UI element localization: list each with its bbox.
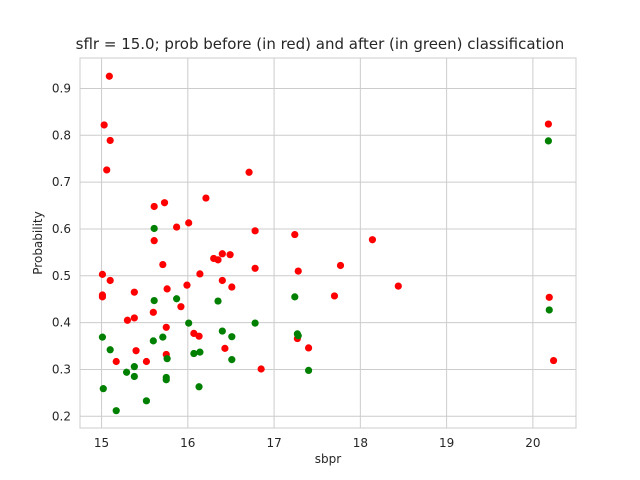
data-point-series-0 bbox=[159, 260, 167, 269]
x-tick-label: 19 bbox=[439, 436, 454, 450]
data-point-series-0 bbox=[196, 270, 204, 278]
data-point-series-1 bbox=[190, 349, 198, 358]
data-point-series-1 bbox=[159, 333, 167, 341]
data-point-series-1 bbox=[195, 383, 203, 391]
data-point-series-0 bbox=[214, 256, 222, 264]
data-point-series-1 bbox=[112, 407, 120, 415]
data-point-series-1 bbox=[228, 333, 236, 341]
data-point-series-0 bbox=[304, 344, 313, 352]
data-point-series-0 bbox=[251, 227, 259, 235]
data-point-series-1 bbox=[122, 368, 131, 376]
data-point-series-0 bbox=[150, 202, 158, 211]
data-point-series-1 bbox=[173, 295, 181, 303]
data-point-series-0 bbox=[368, 236, 377, 244]
data-point-series-1 bbox=[545, 306, 553, 314]
x-tick-labels: 15 16 17 18 19 20 bbox=[94, 436, 541, 450]
y-tick-label: 0.4 bbox=[52, 316, 71, 330]
data-point-series-0 bbox=[103, 166, 111, 174]
y-tick-labels: 0.2 0.3 0.4 0.5 0.6 0.7 0.8 0.9 bbox=[52, 81, 71, 423]
data-point-series-0 bbox=[130, 314, 138, 322]
data-point-series-0 bbox=[251, 264, 259, 272]
data-point-series-0 bbox=[150, 237, 158, 245]
data-point-series-0 bbox=[130, 288, 138, 296]
y-tick-label: 0.5 bbox=[52, 269, 71, 283]
data-point-series-1 bbox=[162, 376, 170, 384]
data-point-series-0 bbox=[105, 72, 113, 80]
data-point-series-0 bbox=[336, 261, 345, 270]
x-tick-label: 17 bbox=[266, 436, 281, 450]
data-point-series-0 bbox=[226, 251, 234, 259]
data-point-series-1 bbox=[150, 224, 158, 233]
data-point-series-1 bbox=[544, 137, 552, 145]
data-point-series-1 bbox=[130, 363, 138, 371]
data-point-series-0 bbox=[185, 219, 193, 227]
data-point-series-1 bbox=[218, 327, 226, 335]
data-point-series-0 bbox=[183, 281, 191, 289]
data-point-series-0 bbox=[330, 292, 339, 300]
data-point-series-0 bbox=[162, 323, 170, 331]
data-point-series-0 bbox=[98, 293, 107, 301]
chart-title: sflr = 15.0; prob before (in red) and af… bbox=[76, 35, 565, 53]
data-point-series-0 bbox=[112, 357, 120, 366]
data-point-series-0 bbox=[163, 285, 171, 293]
data-point-series-0 bbox=[394, 282, 402, 290]
y-tick-label: 0.6 bbox=[52, 222, 71, 236]
data-point-series-1 bbox=[251, 319, 259, 327]
data-point-series-1 bbox=[185, 319, 193, 327]
x-tick-label: 18 bbox=[353, 436, 368, 450]
data-point-series-1 bbox=[99, 385, 107, 393]
data-point-series-1 bbox=[294, 332, 302, 340]
y-tick-label: 0.7 bbox=[52, 175, 71, 189]
data-point-series-1 bbox=[142, 397, 151, 405]
data-point-series-0 bbox=[106, 136, 114, 145]
data-point-series-1 bbox=[163, 355, 171, 363]
data-point-series-1 bbox=[228, 356, 236, 364]
plot-frame bbox=[79, 57, 577, 429]
data-point-series-0 bbox=[245, 168, 253, 176]
data-point-series-0 bbox=[177, 303, 185, 311]
y-tick-label: 0.3 bbox=[52, 362, 71, 376]
x-axis-label: sbpr bbox=[315, 452, 341, 466]
data-point-series-0 bbox=[545, 293, 553, 301]
data-point-series-0 bbox=[202, 194, 210, 202]
data-point-series-0 bbox=[257, 365, 265, 373]
data-point-series-0 bbox=[142, 357, 151, 366]
data-points bbox=[98, 72, 558, 415]
data-point-series-0 bbox=[100, 121, 108, 129]
data-point-series-1 bbox=[106, 346, 114, 354]
data-point-series-1 bbox=[214, 297, 222, 305]
data-point-series-0 bbox=[291, 230, 299, 239]
data-point-series-1 bbox=[130, 372, 138, 381]
y-tick-label: 0.9 bbox=[52, 81, 71, 95]
data-point-series-0 bbox=[228, 283, 236, 291]
data-point-series-0 bbox=[106, 276, 114, 285]
data-point-series-0 bbox=[123, 316, 132, 324]
data-point-series-1 bbox=[149, 337, 157, 345]
data-point-series-1 bbox=[98, 333, 107, 341]
y-tick-label: 0.2 bbox=[52, 409, 71, 423]
data-point-series-1 bbox=[291, 293, 299, 301]
data-point-series-0 bbox=[149, 308, 157, 316]
grid bbox=[80, 58, 576, 428]
data-point-series-0 bbox=[160, 199, 169, 207]
data-point-series-1 bbox=[196, 348, 204, 356]
data-point-series-0 bbox=[549, 356, 558, 365]
x-tick-label: 16 bbox=[180, 436, 195, 450]
data-point-series-0 bbox=[195, 332, 203, 340]
data-point-series-1 bbox=[304, 366, 313, 374]
y-tick-label: 0.8 bbox=[52, 128, 71, 142]
data-point-series-0 bbox=[173, 223, 181, 231]
data-point-series-0 bbox=[218, 276, 226, 285]
data-point-series-0 bbox=[544, 120, 552, 128]
data-point-series-0 bbox=[218, 250, 226, 258]
x-tick-label: 20 bbox=[525, 436, 540, 450]
data-point-series-0 bbox=[98, 270, 107, 278]
data-point-series-0 bbox=[294, 267, 302, 275]
data-point-series-0 bbox=[132, 347, 140, 355]
data-point-series-1 bbox=[150, 297, 158, 305]
data-point-series-0 bbox=[221, 344, 229, 352]
y-axis-label: Probability bbox=[31, 211, 45, 274]
x-tick-label: 15 bbox=[94, 436, 109, 450]
